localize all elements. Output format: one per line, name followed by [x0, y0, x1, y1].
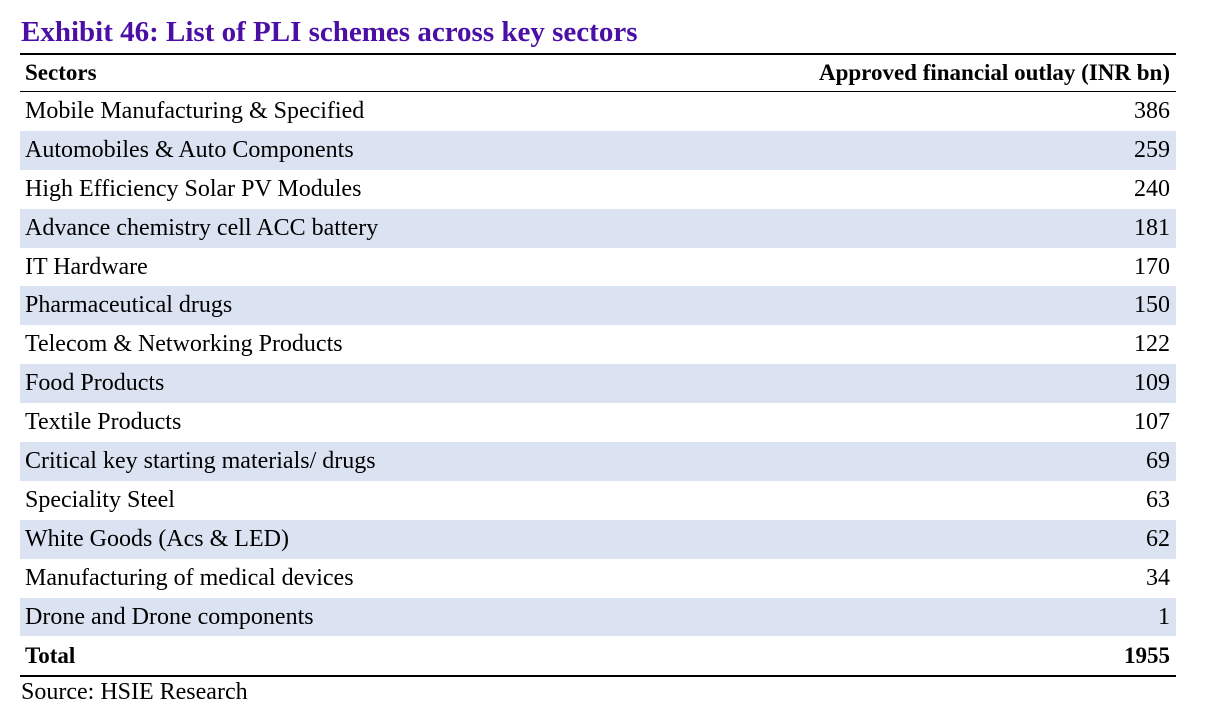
- outlay-cell: 122: [1134, 331, 1170, 358]
- outlay-cell: 150: [1134, 292, 1170, 319]
- outlay-cell: 170: [1134, 253, 1170, 280]
- sector-cell: Speciality Steel: [25, 486, 175, 513]
- sector-cell: Telecom & Networking Products: [25, 331, 343, 358]
- sector-cell: Drone and Drone components: [25, 603, 314, 630]
- total-label: Total: [25, 642, 76, 668]
- outlay-cell: 34: [1146, 564, 1170, 591]
- header-outlay: Approved financial outlay (INR bn): [818, 60, 1170, 85]
- sector-cell: White Goods (Acs & LED): [25, 525, 289, 552]
- table-row: Automobiles & Auto Components 259: [20, 130, 1176, 170]
- sector-cell: Critical key starting materials/ drugs: [25, 447, 376, 474]
- table-total-row: Total 1955: [20, 636, 1176, 675]
- table-top-rule: [20, 53, 1176, 55]
- outlay-cell: 107: [1134, 409, 1170, 436]
- table-row: Manufacturing of medical devices 34: [20, 559, 1176, 598]
- total-value: 1955: [1124, 642, 1170, 668]
- table-row: Pharmaceutical drugs 150: [20, 286, 1176, 326]
- table-bottom-rule: [20, 675, 1176, 678]
- table-row: Advance chemistry cell ACC battery 181: [20, 208, 1176, 248]
- sector-cell: Automobiles & Auto Components: [25, 136, 354, 163]
- table-row: Mobile Manufacturing & Specified 386: [20, 92, 1176, 131]
- sector-cell: Textile Products: [25, 409, 182, 436]
- table-row: Speciality Steel 63: [20, 481, 1176, 520]
- outlay-cell: 1: [1158, 603, 1170, 630]
- table-row: Food Products 109: [20, 364, 1176, 404]
- outlay-cell: 181: [1134, 214, 1170, 241]
- outlay-cell: 63: [1146, 486, 1170, 513]
- table-row: Critical key starting materials/ drugs 6…: [20, 442, 1176, 481]
- sector-cell: Mobile Manufacturing & Specified: [25, 97, 365, 124]
- table-row: Textile Products 107: [20, 403, 1176, 442]
- source-note: Source: HSIE Research: [21, 679, 248, 705]
- sector-cell: Manufacturing of medical devices: [25, 564, 354, 591]
- exhibit-title: Exhibit 46: List of PLI schemes across k…: [21, 16, 638, 48]
- outlay-cell: 240: [1134, 175, 1170, 202]
- outlay-cell: 69: [1146, 447, 1170, 474]
- table-row: IT Hardware 170: [20, 248, 1176, 287]
- header-rule: [20, 91, 1176, 92]
- table-row: White Goods (Acs & LED) 62: [20, 519, 1176, 559]
- table-row: High Efficiency Solar PV Modules 240: [20, 170, 1176, 209]
- sector-cell: Advance chemistry cell ACC battery: [25, 214, 379, 241]
- table-row: Drone and Drone components 1: [20, 597, 1176, 637]
- outlay-cell: 109: [1134, 370, 1170, 397]
- header-sectors: Sectors: [25, 60, 97, 85]
- outlay-cell: 386: [1134, 97, 1170, 124]
- sector-cell: Pharmaceutical drugs: [25, 292, 233, 319]
- table-header-row: Sectors Approved financial outlay (INR b…: [20, 55, 1176, 91]
- outlay-cell: 259: [1134, 136, 1170, 163]
- sector-cell: Food Products: [25, 370, 165, 397]
- outlay-cell: 62: [1146, 525, 1170, 552]
- sector-cell: High Efficiency Solar PV Modules: [25, 175, 362, 202]
- sector-cell: IT Hardware: [25, 253, 148, 280]
- table-row: Telecom & Networking Products 122: [20, 325, 1176, 364]
- pli-schemes-table: Sectors Approved financial outlay (INR b…: [20, 53, 1176, 678]
